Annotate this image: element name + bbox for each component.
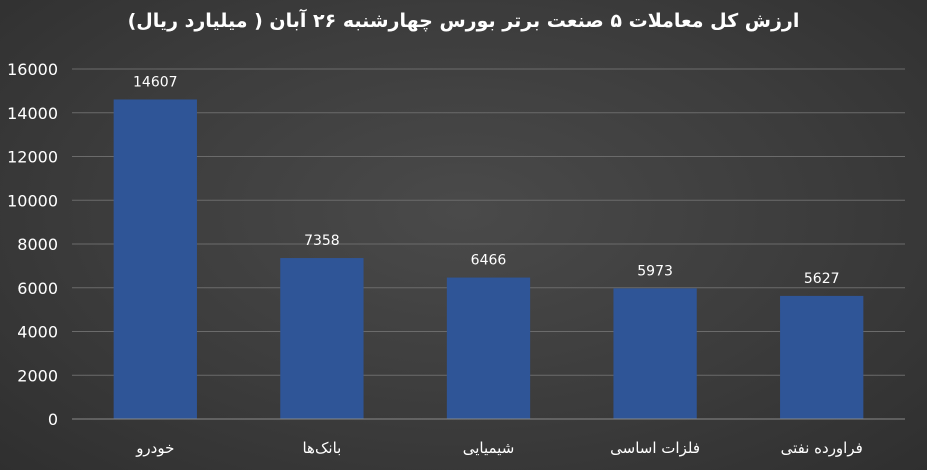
y-tick-label: 16000	[7, 60, 58, 79]
y-tick-label: 8000	[17, 235, 58, 254]
bar-2	[280, 258, 364, 419]
y-tick-label: 4000	[17, 323, 58, 342]
data-label-2: 7358	[304, 233, 340, 249]
x-tick-label-3: شیمیایی	[463, 439, 515, 457]
chart-title: ارزش کل معاملات ۵ صنعت برتر بورس چهارشنب…	[127, 10, 800, 32]
x-axis-ticks: خودرو بانک‌ها شیمیایی فلزات اساسی فراورده نف…	[135, 439, 863, 457]
data-label-3: 6466	[471, 253, 507, 269]
x-tick-label-4: فلزات اساسی	[610, 439, 700, 457]
x-tick-label-5: فراورده نفتی	[781, 439, 863, 457]
y-axis-ticks: 0 2000 4000 6000 8000 10000 12000 14000 16000	[7, 60, 58, 429]
data-labels: 14607 7358 6466 5973 5627	[133, 74, 839, 286]
y-tick-label: 10000	[7, 191, 58, 210]
bars	[113, 99, 864, 420]
x-tick-label-1: خودرو	[135, 439, 174, 457]
data-label-1: 14607	[133, 74, 178, 90]
bar-4	[613, 288, 697, 419]
data-label-5: 5627	[804, 271, 840, 287]
y-tick-label: 12000	[7, 148, 58, 167]
data-label-4: 5973	[637, 263, 673, 279]
y-tick-label: 2000	[17, 366, 58, 385]
bar-3	[446, 277, 531, 419]
bar-5	[780, 295, 864, 419]
y-tick-label: 0	[48, 410, 58, 429]
y-tick-label: 14000	[7, 104, 58, 123]
bar-1	[113, 99, 197, 420]
y-tick-label: 6000	[17, 279, 58, 298]
x-tick-label-2: بانک‌ها	[302, 439, 341, 457]
